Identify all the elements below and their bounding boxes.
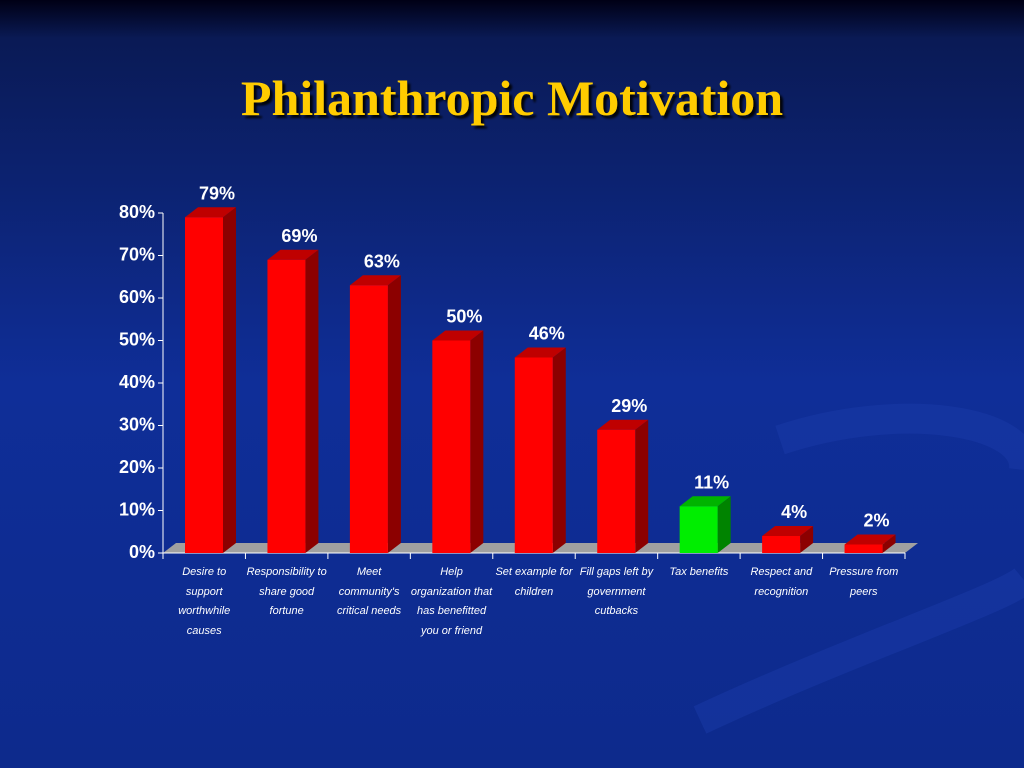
value-label: 11% [694,472,729,492]
x-tick-label: Fill gaps left by government cutbacks [579,566,654,617]
bar-side [800,526,814,553]
x-tick-label-box: Fill gaps left by government cutbacks [579,566,654,617]
bar-side [223,207,236,553]
value-label: 79% [199,183,235,203]
y-tick-label: 10% [119,499,155,519]
value-label: 50% [446,307,482,327]
bar [679,496,731,553]
x-tick-label: Set example for children [495,566,573,598]
y-tick-label: 30% [119,414,155,434]
x-tick-label-box: Pressure from peers [829,566,899,598]
bar-top [597,419,649,430]
x-tick-label: Meet community's critical needs [336,566,402,617]
y-tick-label: 80% [119,202,155,222]
bar-front [349,285,388,553]
bar [762,526,814,553]
bar-side [305,249,319,553]
bar [349,275,401,553]
y-tick-label: 60% [119,287,155,307]
value-label: 2% [864,511,890,531]
bar-top [185,207,236,218]
x-tick-label: Responsibility to share good fortune [246,566,327,617]
x-tick-label: Pressure from peers [829,566,899,598]
bar-top [267,249,319,260]
bar [514,347,566,553]
bar-top [762,526,814,536]
chart-title: Philanthropic Motivation [241,70,783,126]
bar-side [470,330,484,553]
bar-front [432,340,471,553]
value-label: 69% [281,226,317,246]
bar-top [679,496,731,507]
x-tick-label-box: Meet community's critical needs [336,566,402,617]
x-tick-label-box: Help organization that has benefitted yo… [410,566,493,637]
bar [185,207,236,553]
x-tick-label-box: Responsibility to share good fortune [246,566,327,617]
bar-front [679,506,718,553]
bar-front [762,536,801,553]
x-tick-label-box: Desire to support worthwhile causes [178,566,231,637]
y-tick-label: 50% [119,329,155,349]
x-tick-label-box: Tax benefits [669,566,729,578]
bar-front [267,259,306,553]
bar [844,534,896,553]
x-tick-label: Tax benefits [669,566,729,578]
y-tick-label: 40% [119,372,155,392]
bar-front [514,357,553,553]
x-tick-label: Respect and recognition [750,566,813,598]
bar-top [514,347,566,358]
y-tick-label: 20% [119,457,155,477]
y-tick-label: 0% [129,542,155,562]
bar-side [717,496,731,553]
bar [432,330,484,553]
bar-front [185,217,223,553]
bar-side [387,275,401,553]
x-tick-label: Help organization that has benefitted yo… [410,566,493,637]
x-tick-label-box: Respect and recognition [750,566,813,598]
bar-side [552,347,566,553]
bar-side [882,534,896,553]
bar-top [432,330,484,341]
value-label: 63% [364,251,400,271]
y-tick-label: 70% [119,244,155,264]
bar-front [844,544,883,553]
bar-front [597,429,636,553]
bar [597,419,649,553]
x-tick-label-box: Set example for children [495,566,573,598]
value-label: 29% [611,396,647,416]
bar-top [844,534,896,545]
decoration [693,403,1024,734]
value-label: 4% [781,502,807,522]
x-tick-label: Desire to support worthwhile causes [178,566,231,637]
bar [267,249,319,553]
bar-side [635,419,649,553]
bar-top [349,275,401,286]
value-label: 46% [529,324,565,344]
